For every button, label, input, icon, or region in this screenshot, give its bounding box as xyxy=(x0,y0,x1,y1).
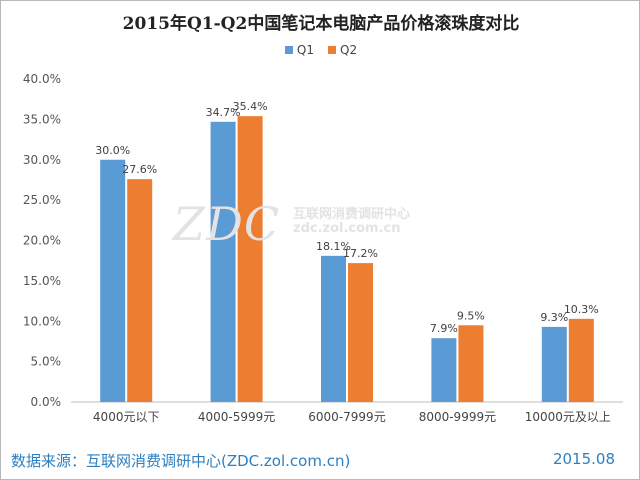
legend-swatch-q2 xyxy=(328,46,336,54)
x-tick-label: 8000-9999元 xyxy=(419,410,496,424)
date-note: 2015.08 xyxy=(552,450,615,468)
chart-title: 2015年Q1-Q2中国笔记本电脑产品价格滚珠度对比 xyxy=(122,14,520,34)
data-label-q1: 30.0% xyxy=(95,144,130,157)
y-tick-label: 35.0% xyxy=(23,112,61,126)
data-label-q2: 27.6% xyxy=(122,163,157,176)
data-label-q1: 9.3% xyxy=(540,311,568,324)
bar-q2 xyxy=(568,318,594,402)
bar-q1 xyxy=(541,326,567,402)
legend-item-q1: Q1 xyxy=(284,43,314,57)
x-tick-label: 10000元及以上 xyxy=(525,410,611,424)
x-tick-label: 4000元以下 xyxy=(93,410,160,424)
data-label-q2: 17.2% xyxy=(343,247,378,260)
bar-q1 xyxy=(210,121,236,403)
legend-label-q2: Q2 xyxy=(340,43,358,57)
data-label-q1: 18.1% xyxy=(316,240,351,253)
y-tick-label: 40.0% xyxy=(23,72,61,86)
y-tick-label: 15.0% xyxy=(23,274,61,288)
data-label-q1: 34.7% xyxy=(206,106,241,119)
bar-q2 xyxy=(127,179,153,402)
legend-item-q2: Q2 xyxy=(328,43,357,57)
y-tick-label: 0.0% xyxy=(31,395,62,409)
legend-label-q1: Q1 xyxy=(296,43,314,57)
chart-plot: 0.0% 5.0% 10.0% 15.0% 20.0% 25.0% 30.0% 35.0% 40… xyxy=(23,72,623,424)
source-note: 数据来源：互联网消费调研中心(ZDC.zol.com.cn) xyxy=(11,452,351,470)
y-tick-label: 25.0% xyxy=(23,193,61,207)
data-label-q2: 10.3% xyxy=(564,303,599,316)
bar-q1 xyxy=(431,338,457,402)
bar-q2 xyxy=(458,325,484,402)
bar-q2 xyxy=(237,116,263,403)
data-label-q2: 35.4% xyxy=(233,100,268,113)
bar-q2 xyxy=(348,263,373,402)
y-tick-label: 5.0% xyxy=(31,355,62,369)
y-tick-label: 20.0% xyxy=(23,234,61,248)
legend-swatch-q1 xyxy=(284,46,293,54)
y-tick-label: 10.0% xyxy=(23,314,61,328)
data-label-q2: 9.5% xyxy=(457,309,485,322)
bar-q1 xyxy=(321,255,346,402)
bar-q1 xyxy=(100,159,126,402)
legend: Q1 Q2 xyxy=(1,43,639,57)
x-tick-label: 6000-7999元 xyxy=(308,410,385,424)
data-label-q1: 7.9% xyxy=(430,322,458,335)
y-tick-label: 30.0% xyxy=(23,153,61,167)
x-tick-label: 4000-5999元 xyxy=(198,410,275,424)
